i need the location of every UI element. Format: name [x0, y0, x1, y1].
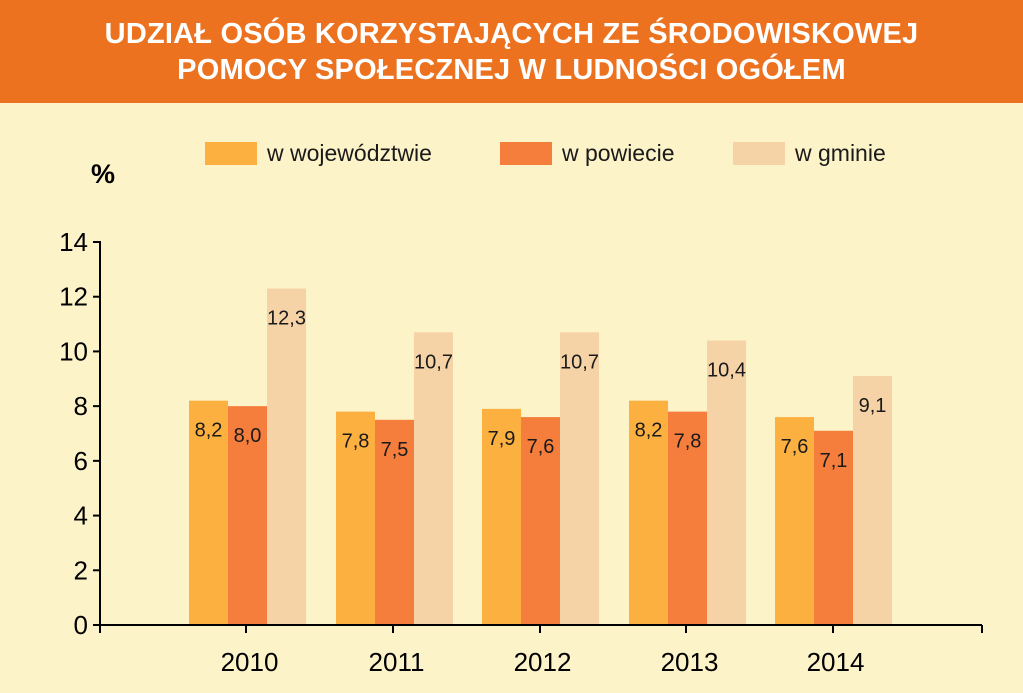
legend-label-2: w powiecie: [561, 140, 675, 166]
legend-label-1: w województwie: [266, 140, 432, 166]
bar-2010-series-3: [267, 288, 306, 625]
bar-2012-series-3: [560, 332, 599, 625]
bar-2013-series-2: [668, 411, 707, 625]
legend-swatch-1: [205, 142, 257, 165]
bar-2014-series-3: [853, 376, 892, 625]
y-tick-label-2: 2: [74, 555, 88, 585]
bar-2011-series-2: [375, 419, 414, 625]
x-tick-label-2010: 2010: [221, 647, 279, 677]
data-label-2012-series-3: 10,7: [560, 351, 599, 373]
y-tick-label-4: 4: [74, 501, 88, 531]
y-axis-unit-label: %: [91, 159, 115, 189]
chart-title-line-2: POMOCY SPOŁECZNEJ W LUDNOŚCI OGÓŁEM: [177, 53, 846, 86]
bar-2014-series-2: [814, 430, 853, 625]
data-label-2011-series-1: 7,8: [342, 431, 370, 453]
x-tick-label-2014: 2014: [807, 647, 865, 677]
x-tick-label-2013: 2013: [661, 647, 719, 677]
bar-2011-series-1: [336, 411, 375, 625]
bar-2012-series-1: [482, 408, 521, 625]
y-tick-label-8: 8: [74, 391, 88, 421]
bar-2013-series-1: [629, 400, 668, 625]
bar-2012-series-2: [521, 417, 560, 625]
x-tick-label-2012: 2012: [514, 647, 572, 677]
legend-label-3: w gminie: [794, 140, 886, 166]
legend-swatch-2: [500, 142, 552, 165]
bar-2014-series-1: [775, 417, 814, 625]
chart-title-banner: UDZIAŁ OSÓB KORZYSTAJĄCYCH ZE ŚRODOWISKO…: [0, 0, 1023, 103]
data-label-2010-series-1: 8,2: [195, 420, 223, 442]
data-label-2012-series-1: 7,9: [488, 428, 516, 450]
y-tick-label-10: 10: [59, 336, 88, 366]
x-tick-label-2011: 2011: [369, 647, 425, 677]
y-tick-label-14: 14: [59, 227, 88, 257]
data-label-2014-series-1: 7,6: [781, 436, 809, 458]
data-label-2011-series-2: 7,5: [381, 439, 409, 461]
data-label-2014-series-2: 7,1: [820, 450, 848, 472]
data-label-2010-series-2: 8,0: [234, 425, 262, 447]
y-tick-label-0: 0: [74, 610, 88, 640]
bar-2010-series-1: [189, 400, 228, 625]
chart-title-line-1: UDZIAŁ OSÓB KORZYSTAJĄCYCH ZE ŚRODOWISKO…: [104, 17, 919, 50]
legend-swatch-3: [733, 142, 785, 165]
data-label-2013-series-2: 7,8: [674, 431, 702, 453]
bar-2010-series-2: [228, 406, 267, 625]
data-label-2014-series-3: 9,1: [859, 395, 887, 417]
bar-chart: w województwie w powiecie w gminie% 0 2 4 6 8 10…: [59, 140, 983, 677]
y-tick-label-12: 12: [59, 282, 88, 312]
y-tick-label-6: 6: [74, 446, 88, 476]
bar-2013-series-3: [707, 340, 746, 625]
data-label-2011-series-3: 10,7: [414, 351, 453, 373]
data-label-2012-series-2: 7,6: [527, 436, 555, 458]
data-label-2013-series-3: 10,4: [707, 359, 746, 381]
bar-2011-series-3: [414, 332, 453, 625]
data-label-2013-series-1: 8,2: [635, 420, 663, 442]
data-label-2010-series-3: 12,3: [267, 308, 306, 330]
